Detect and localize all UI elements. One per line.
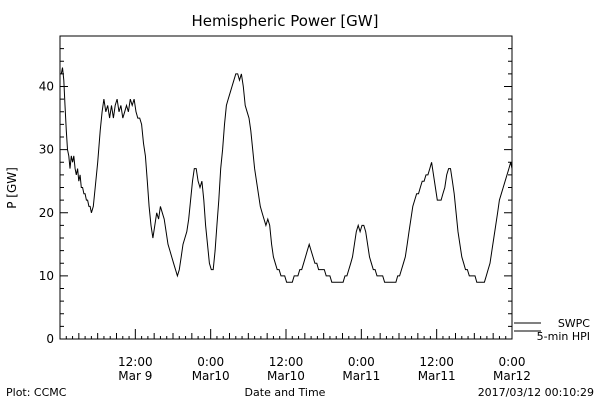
y-tick-label: 20 bbox=[39, 206, 54, 220]
y-axis-label: P [GW] bbox=[5, 167, 19, 209]
x-tick-label-time: 12:00 bbox=[419, 355, 454, 369]
x-tick-label-time: 12:00 bbox=[269, 355, 304, 369]
y-tick-label: 40 bbox=[39, 80, 54, 94]
x-tick-label-date: Mar11 bbox=[342, 369, 380, 383]
x-tick-label-time: 12:00 bbox=[118, 355, 153, 369]
x-axis-label: Date and Time bbox=[245, 386, 326, 399]
footer-left: Plot: CCMC bbox=[6, 386, 67, 399]
x-tick-label-date: Mar 9 bbox=[118, 369, 152, 383]
x-tick-label-time: 0:00 bbox=[499, 355, 526, 369]
x-tick-label-date: Mar10 bbox=[267, 369, 305, 383]
legend-label: 5-min HPI bbox=[537, 330, 590, 343]
footer-right: 2017/03/12 00:10:29 bbox=[478, 386, 594, 399]
series-group bbox=[60, 67, 513, 283]
legend-label: SWPC bbox=[558, 317, 590, 330]
chart-title: Hemispheric Power [GW] bbox=[192, 12, 379, 30]
hpi-series-line bbox=[60, 67, 513, 283]
x-tick-label-time: 0:00 bbox=[348, 355, 375, 369]
x-tick-label-time: 0:00 bbox=[197, 355, 224, 369]
y-tick-label: 30 bbox=[39, 143, 54, 157]
y-tick-label: 10 bbox=[39, 269, 54, 283]
plot-frame bbox=[59, 35, 513, 340]
y-axis: 0 10 20 30 40 bbox=[39, 35, 512, 346]
x-tick-label-date: Mar12 bbox=[493, 369, 531, 383]
x-tick-label-date: Mar10 bbox=[192, 369, 230, 383]
x-tick-label-date: Mar11 bbox=[418, 369, 456, 383]
y-tick-label: 0 bbox=[46, 332, 54, 346]
